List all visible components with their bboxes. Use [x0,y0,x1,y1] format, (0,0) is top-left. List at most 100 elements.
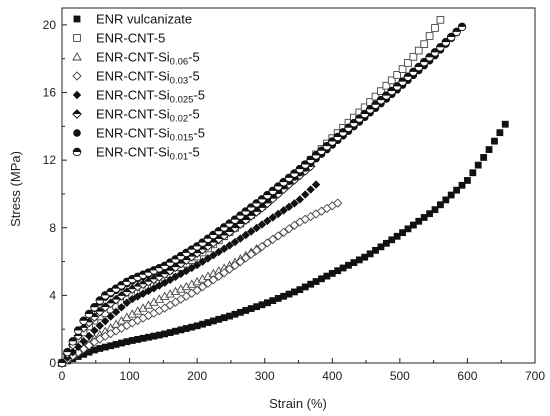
data-point [377,243,385,251]
data-point [268,213,278,222]
data-point [235,257,246,267]
data-point [355,114,364,123]
data-point [323,272,331,280]
legend-item: ENR-CNT-Si0.025-5 [72,88,205,106]
legend-item: ENR vulcanizate [73,12,192,27]
legend-subscript: 0.02 [170,114,189,125]
data-point [225,241,234,250]
data-point [262,238,273,248]
data-point [214,271,224,281]
data-point [447,191,455,199]
data-point [263,190,272,200]
data-point [84,331,94,341]
x-tick-label: 100 [120,369,140,383]
legend-subscript: 0.06 [170,57,189,68]
data-point [307,280,315,288]
data-point [393,71,402,79]
y-tick-label: 4 [49,288,56,302]
legend-suffix: -5 [193,126,205,141]
data-point [279,206,288,215]
data-point [284,224,294,234]
x-tick-label: 500 [390,369,410,383]
data-point [80,350,88,358]
data-point [339,264,347,272]
legend-prefix: ENR-CNT-Si [96,69,170,84]
data-point [90,326,99,335]
data-point [118,339,125,347]
data-point [469,169,477,177]
legend-subscript: 0.01 [170,152,189,163]
legend-item: ENR-CNT-5 [73,31,165,46]
data-point [264,299,271,307]
data-point [215,315,223,323]
data-point [269,297,277,304]
data-point [230,260,240,271]
data-point [122,298,132,307]
y-axis-label: Stress (MPa) [8,151,23,227]
legend-label: ENR-CNT-5 [96,31,165,46]
data-point [430,48,440,57]
data-point [230,237,240,247]
data-point [431,206,439,214]
data-point [253,303,261,311]
data-point [318,275,325,283]
data-point [209,251,218,260]
data-point [198,257,207,266]
data-point [268,234,278,245]
legend-prefix: ENR-CNT-5 [96,31,165,46]
data-point [172,327,179,335]
data-point [111,307,121,317]
data-point [415,217,423,225]
data-point [63,347,72,357]
data-point [301,283,309,291]
data-point [90,302,99,312]
data-point [192,260,202,270]
data-point [464,177,471,184]
data-point [388,236,396,244]
data-point [284,173,294,183]
y-tick-label: 8 [49,221,56,235]
data-point [242,307,250,314]
data-point [236,308,244,316]
data-point [398,77,407,86]
data-point [111,294,121,305]
legend-item: ENR-CNT-Si0.06-5 [72,50,200,68]
data-point [382,239,390,247]
data-point [419,57,429,67]
data-point [226,312,233,320]
legend-suffix: -5 [193,88,205,103]
legend-label: ENR vulcanizate [96,12,192,27]
data-point [426,210,433,218]
legend-subscript: 0.015 [170,133,194,144]
data-point [177,326,185,334]
legend-marker [72,71,82,81]
data-point [338,128,348,137]
data-point [485,146,493,153]
data-point [84,309,94,319]
data-point [453,186,461,194]
data-point [387,76,396,85]
data-markers [57,15,509,368]
legend-suffix: -5 [188,107,200,122]
data-point [204,319,212,326]
series-3 [57,198,343,368]
legend-label: ENR-CNT-Si0.01-5 [96,145,200,163]
data-point [251,245,262,255]
data-point [145,333,152,341]
data-point [414,62,424,72]
data-point [117,303,126,312]
data-point [247,227,256,236]
legend-marker [73,34,81,42]
data-point [101,316,110,326]
data-point [258,301,266,309]
data-point [437,201,444,209]
legend-prefix: ENR vulcanizate [96,12,192,27]
legend-marker [72,109,82,119]
data-point [203,278,213,288]
data-point [404,225,412,233]
data-point [496,129,504,137]
tick-labels: 0 100 200 300 400 500 600 700 0 4 8 12 16 20 [43,18,546,383]
x-tick-label: 200 [187,369,207,383]
legend-subscript: 0.025 [170,95,194,106]
data-point [208,275,218,285]
